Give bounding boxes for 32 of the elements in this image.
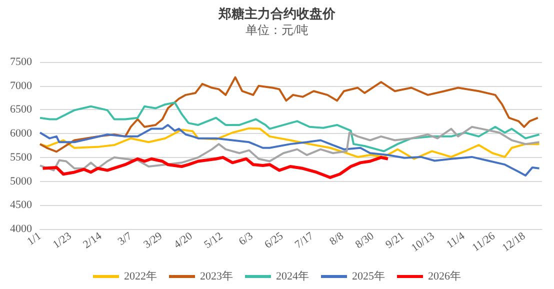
y-tick-label: 4000 (10, 223, 32, 235)
x-tick-label: 4/20 (172, 230, 196, 252)
x-tick-label: 1/23 (50, 230, 74, 252)
chart-title: 郑糖主力合约收盘价 (218, 6, 336, 21)
x-tick-label: 2/14 (81, 230, 104, 252)
y-tick-label: 5500 (10, 151, 32, 164)
legend-label: 2022年 (124, 270, 157, 282)
x-tick-label: 11/4 (444, 230, 468, 251)
legend-label: 2023年 (200, 270, 233, 282)
x-tick-label: 8/8 (328, 230, 346, 248)
x-tick-label: 7/17 (292, 230, 316, 252)
x-tick-label: 6/3 (236, 230, 256, 248)
y-tick-label: 7000 (10, 80, 32, 92)
x-tick-label: 6/25 (262, 230, 286, 252)
x-tick-label: 9/21 (384, 230, 407, 252)
x-tick-label: 5/12 (202, 230, 225, 252)
y-tick-label: 4500 (10, 199, 32, 212)
chart-subtitle: 单位：元/吨 (245, 23, 309, 37)
x-tick-label: 8/30 (353, 230, 377, 252)
y-tick-label: 7500 (10, 56, 32, 68)
legend-label: 2026年 (428, 270, 461, 282)
line-series (39, 127, 540, 160)
legend-label: 2024年 (276, 270, 309, 282)
line-series (39, 76, 539, 153)
line-series (41, 156, 390, 179)
line-series (39, 102, 540, 152)
y-tick-label: 6000 (10, 128, 32, 140)
legend-label: 2025年 (352, 270, 385, 282)
x-tick-label: 3/7 (116, 230, 135, 248)
y-tick-label: 6500 (10, 104, 32, 116)
y-tick-label: 5000 (10, 175, 32, 188)
x-tick-label: 3/29 (142, 230, 165, 252)
